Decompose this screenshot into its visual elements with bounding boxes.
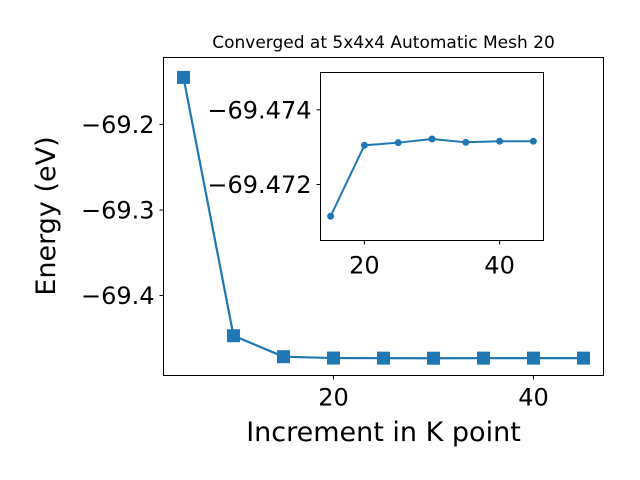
- main-y-tick-label: −69.2: [81, 111, 155, 139]
- main-y-tick-label: −69.4: [81, 282, 155, 310]
- main-data-point: [427, 351, 440, 365]
- main-x-ticks: 20 40: [318, 375, 549, 412]
- main-y-axis-label: Energy (eV): [31, 136, 62, 295]
- main-chart-title: Converged at 5x4x4 Automatic Mesh 20: [212, 33, 555, 53]
- inset-data-point: [496, 137, 504, 145]
- main-series: [177, 70, 590, 365]
- main-y-ticks: −69.2 −69.3 −69.4: [81, 111, 164, 310]
- main-data-point: [227, 329, 240, 343]
- inset-y-tick-label: −69.472: [207, 171, 311, 199]
- inset-plot-area: [320, 72, 544, 241]
- inset-series: [327, 135, 537, 220]
- inset-data-point: [394, 139, 402, 147]
- main-x-axis-label: Increment in K point: [246, 417, 521, 448]
- inset-x-tick-label: 40: [484, 252, 515, 280]
- inset-data-point: [529, 137, 537, 145]
- inset-data-point: [428, 135, 436, 143]
- inset-x-ticks: 20 40: [349, 240, 515, 280]
- inset-x-tick-label: 20: [349, 252, 380, 280]
- inset-data-point: [360, 141, 368, 149]
- main-data-point: [377, 351, 390, 365]
- main-data-point: [277, 350, 290, 364]
- main-x-tick-label: 40: [518, 384, 549, 412]
- inset-y-tick-label: −69.474: [207, 96, 311, 124]
- main-x-tick-label: 20: [318, 384, 349, 412]
- main-data-point: [527, 351, 540, 365]
- inset-data-point: [462, 138, 470, 146]
- main-y-tick-label: −69.3: [81, 197, 155, 225]
- main-data-point: [477, 351, 490, 365]
- main-data-point: [577, 351, 590, 365]
- inset-y-ticks: −69.472 −69.474: [207, 96, 321, 199]
- main-data-point: [177, 70, 190, 84]
- inset-chart: 20 40 −69.472−69.474: [207, 72, 544, 280]
- inset-data-point: [327, 212, 335, 220]
- main-data-point: [327, 351, 340, 365]
